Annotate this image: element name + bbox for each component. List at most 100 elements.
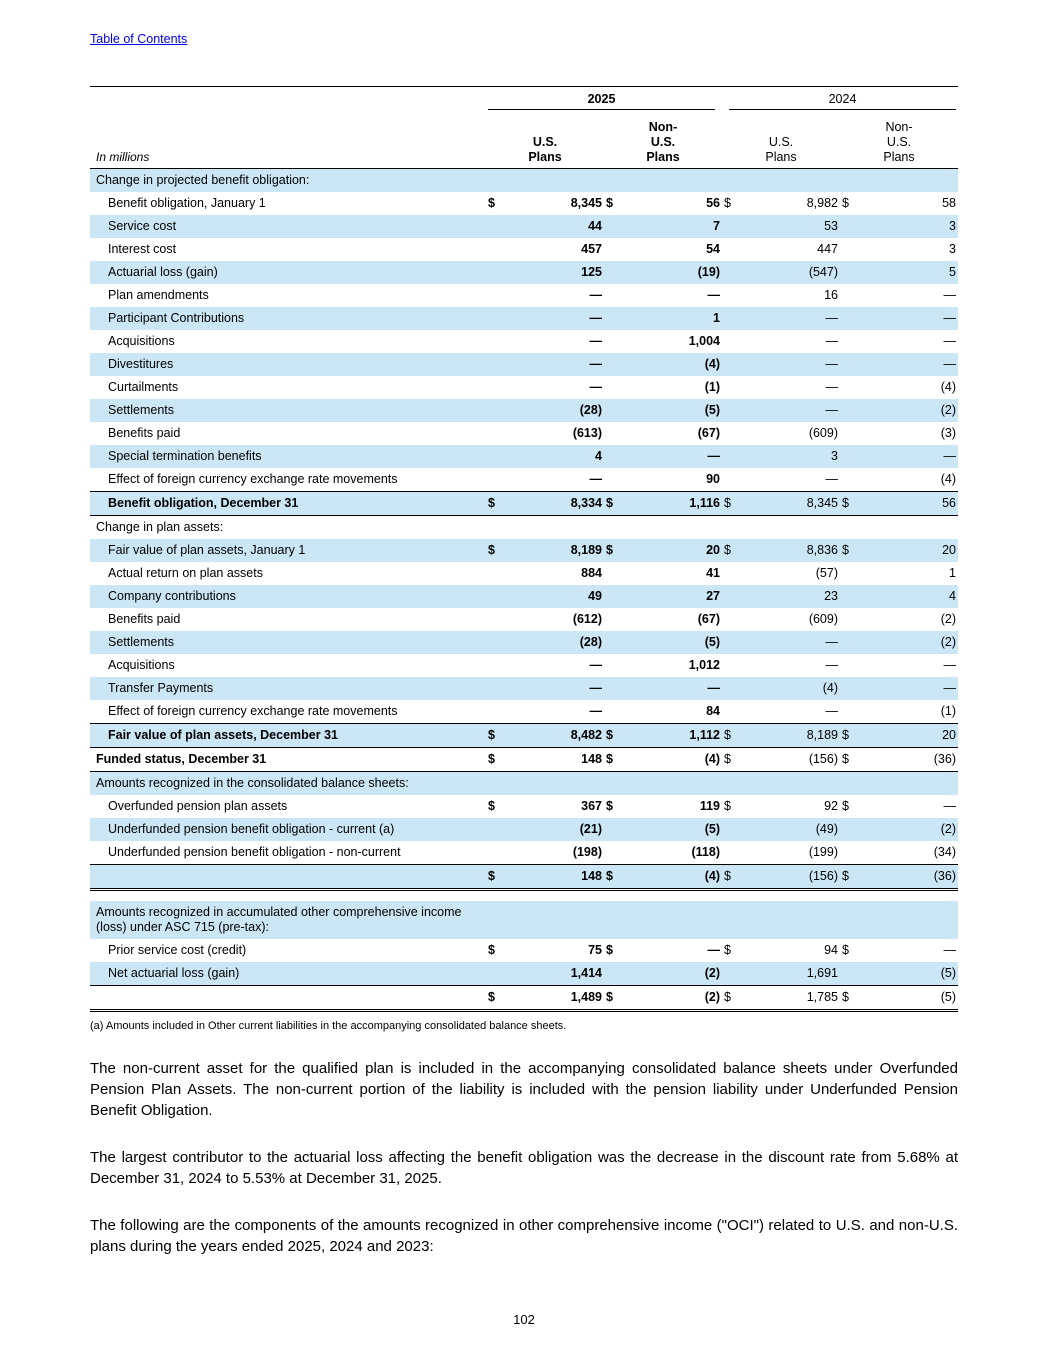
value-cell: — [943, 658, 957, 672]
currency-symbol-cell: $ [604, 985, 630, 1012]
currency-symbol-cell [604, 215, 630, 238]
currency-symbol-cell [840, 516, 866, 540]
value-cell: 1,489 [512, 985, 604, 1012]
table-of-contents-link[interactable]: Table of Contents [90, 32, 188, 46]
value-cell: — [825, 658, 839, 672]
table-row: Benefit obligation, January 1 $8,345 $56 $8… [90, 192, 958, 215]
currency-symbol-cell [604, 608, 630, 631]
currency-symbol-cell [604, 901, 630, 939]
value-cell: 27 [630, 585, 722, 608]
currency-symbol-cell [840, 353, 866, 376]
currency-symbol-cell [486, 700, 512, 724]
row-label: Settlements [90, 631, 486, 654]
row-label: Prior service cost (credit) [108, 943, 247, 957]
value-cell: (118) [691, 845, 721, 859]
value-cell: — [866, 677, 958, 700]
currency-symbol-cell: $ [486, 539, 512, 562]
value-cell: — [707, 288, 721, 302]
value-cell: (156) [748, 747, 840, 772]
currency-symbol-cell [840, 562, 866, 585]
value-cell: 41 [706, 566, 720, 580]
currency-symbol-cell [722, 376, 748, 399]
value-cell: (2) [630, 985, 722, 1012]
row-label: Actual return on plan assets [108, 566, 263, 580]
currency-symbol-cell: $ [486, 985, 512, 1012]
currency-symbol-cell [486, 962, 512, 986]
value-cell: — [589, 704, 603, 718]
row-label: Divestitures [90, 353, 486, 376]
row-label: Effect of foreign currency exchange rate… [108, 472, 398, 486]
value-cell: (2) [630, 962, 722, 986]
row-label: Effect of foreign currency exchange rate… [108, 704, 398, 718]
currency-symbol-cell: $ [604, 539, 630, 562]
currency-symbol-cell [840, 445, 866, 468]
total-row: $148 $ (4) $ (156) $ (36) [90, 864, 958, 891]
row-label: Service cost [90, 215, 486, 238]
currency-symbol-cell [604, 841, 630, 865]
value-cell: — [512, 677, 604, 700]
value-cell: (28) [512, 631, 604, 654]
value-cell: (4) [748, 677, 840, 700]
year-header-2024: 2024 [729, 92, 956, 110]
currency-symbol-cell [840, 168, 866, 192]
value-cell: — [589, 380, 603, 394]
row-label: Actuarial loss (gain) [90, 261, 486, 284]
value-cell: (613) [572, 426, 602, 440]
row-label: Benefits paid [108, 612, 181, 626]
currency-symbol-cell [840, 330, 866, 353]
value-cell [512, 516, 604, 540]
currency-symbol-cell [604, 284, 630, 307]
currency-symbol-cell [486, 215, 512, 238]
value-cell: 3 [866, 215, 958, 238]
currency-symbol-cell [722, 330, 748, 353]
value-cell: 119 [699, 799, 720, 813]
value-cell: 8,836 [748, 539, 840, 562]
row-label: Fair value of plan assets, January 1 [90, 539, 486, 562]
currency-symbol-cell [604, 422, 630, 445]
table-row: Actuarial loss (gain) 125 (19) (547) 5 [90, 261, 958, 284]
paragraph-oci-intro: The following are the components of the … [90, 1217, 958, 1255]
value-cell: (547) [748, 261, 840, 284]
toc-row: Table of Contents [90, 30, 958, 48]
currency-symbol-cell: $ [842, 943, 849, 957]
table-row: Divestitures — (4) — — [90, 353, 958, 376]
currency-symbol-cell [604, 677, 630, 700]
value-cell: 7 [630, 215, 722, 238]
currency-symbol-cell: $ [486, 491, 512, 516]
value-cell: 367 [581, 799, 602, 813]
currency-symbol-cell [486, 376, 512, 399]
value-cell: (49) [748, 818, 840, 841]
table-row: Prior service cost (credit) $75 $ — $94 $ — [90, 939, 958, 962]
value-cell: — [748, 353, 840, 376]
currency-symbol-cell [486, 468, 512, 492]
currency-symbol-cell: $ [840, 491, 866, 516]
value-cell: (28) [512, 399, 604, 422]
value-cell: (609) [808, 426, 838, 440]
currency-symbol-cell [604, 962, 630, 986]
value-cell [512, 168, 604, 192]
value-cell: (609) [808, 612, 838, 626]
table-row: Company contributions 49 27 23 4 [90, 585, 958, 608]
currency-symbol-cell [722, 284, 748, 307]
currency-symbol-cell [486, 562, 512, 585]
spacer-cell [90, 890, 958, 902]
currency-symbol-cell [604, 261, 630, 284]
currency-symbol-cell [840, 399, 866, 422]
row-label: Change in projected benefit obligation: [90, 168, 486, 192]
currency-symbol-cell [486, 399, 512, 422]
table-row: Settlements (28) (5) — (2) [90, 631, 958, 654]
table-row: Acquisitions — 1,004 — — [90, 330, 958, 353]
value-cell: — [825, 380, 839, 394]
currency-symbol-cell [604, 700, 630, 724]
currency-symbol-cell: $ [724, 943, 731, 957]
value-cell: 8,189 [512, 539, 604, 562]
currency-symbol-cell [840, 238, 866, 261]
year-header-row: 2025 2024 [90, 86, 958, 114]
year-header-2025: 2025 [488, 92, 715, 110]
total-row: Funded status, December 31 $148 $ (4) $ (156)… [90, 747, 958, 772]
value-cell: 56 [706, 196, 720, 210]
value-cell: — [630, 445, 722, 468]
currency-symbol-cell [722, 353, 748, 376]
value-cell: 20 [630, 539, 722, 562]
currency-symbol-cell [722, 238, 748, 261]
